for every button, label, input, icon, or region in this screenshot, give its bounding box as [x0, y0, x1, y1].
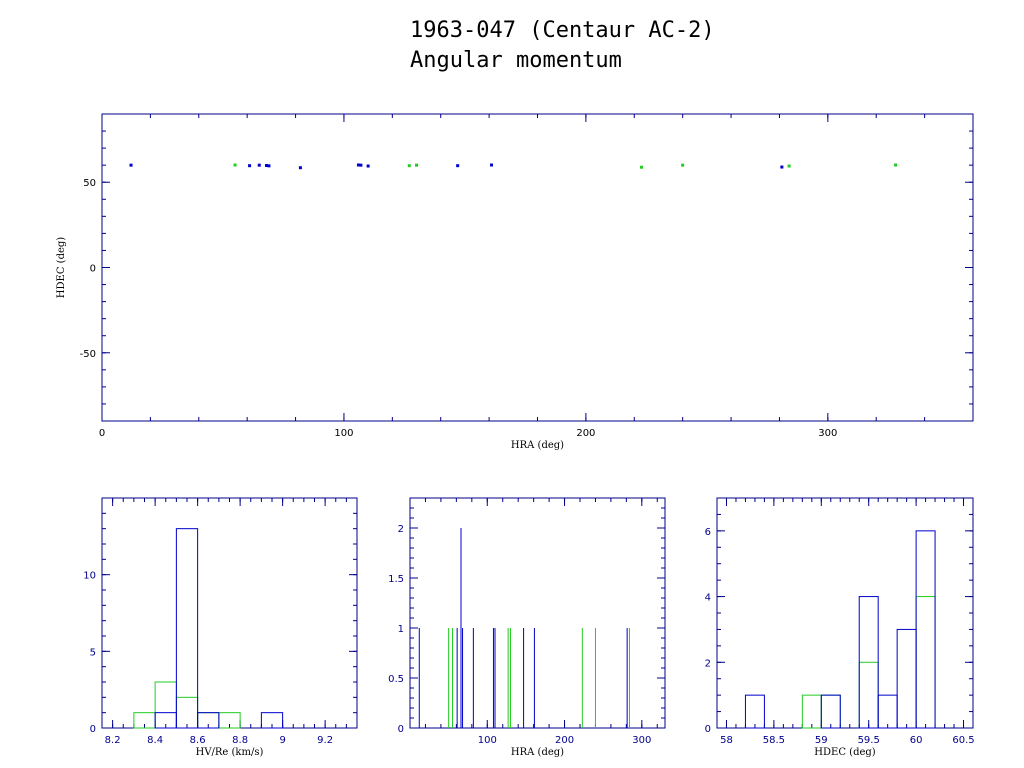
- chart-subtitle: Angular momentum: [410, 48, 622, 73]
- histogram-bar-green: [858, 661, 879, 729]
- histogram-bar-green: [915, 596, 936, 729]
- plot-frame: [101, 113, 974, 422]
- histogram-bar-green: [175, 696, 199, 729]
- histogram-bar-green: [820, 694, 841, 729]
- histogram-velocity: 8.2 8.4 8.6 8.8 9 9.2 0 5 10 HV/Re (km/s): [83, 497, 358, 758]
- scatter-point-blue: [356, 163, 360, 167]
- histogram-bar-blue: [820, 694, 841, 729]
- x-tick-label: 200: [555, 735, 574, 746]
- histogram-bar-blue: [744, 694, 765, 729]
- x-tick-label: 59: [815, 735, 828, 746]
- histogram-bar-blue: [197, 712, 220, 729]
- y-axis-label: HDEC (deg): [56, 237, 67, 298]
- scatter-point-blue: [248, 164, 252, 168]
- x-tick-label: 300: [818, 428, 837, 439]
- scatter-panel: 0 100 200 300 -50 0 50 HRA (deg) HDEC (deg): [56, 113, 974, 451]
- x-tick-label: 200: [576, 428, 595, 439]
- x-axis-label: HDEC (deg): [814, 747, 875, 758]
- histogram-bar-blue: [858, 596, 879, 729]
- scatter-point-blue: [366, 164, 370, 168]
- scatter-point-blue: [490, 163, 494, 167]
- y-tick-label: 0: [90, 264, 96, 275]
- x-tick-label: 100: [478, 735, 497, 746]
- y-tick-label: 0: [705, 724, 711, 735]
- x-tick-label: 8.4: [147, 735, 163, 746]
- histogram-bar-blue: [260, 712, 284, 729]
- scatter-point-blue: [265, 164, 269, 168]
- scatter-point-green: [407, 164, 411, 168]
- histogram-hdec: 58 58.5 59 59.5 60 60.5 0 2 4 6 HDEC (deg): [705, 497, 975, 758]
- x-axis-label: HV/Re (km/s): [196, 747, 264, 758]
- y-tick-label: -50: [80, 349, 96, 360]
- y-tick-label: 0: [90, 724, 96, 735]
- y-tick-label: 0: [398, 724, 404, 735]
- y-tick-label: 2: [705, 658, 711, 669]
- y-tick-label: 5: [90, 647, 96, 658]
- y-tick-label: 50: [83, 178, 96, 189]
- scatter-point-green: [681, 163, 685, 167]
- scatter-point-blue: [359, 163, 363, 167]
- scatter-point-green: [787, 164, 791, 168]
- plot-frame: [101, 497, 358, 729]
- y-tick-label: 4: [705, 593, 711, 604]
- chart-title: 1963-047 (Centaur AC-2): [410, 18, 715, 43]
- histogram-bar-blue: [877, 694, 898, 729]
- y-tick-label: 2: [398, 524, 404, 535]
- x-tick-label: 8.6: [190, 735, 206, 746]
- scatter-point-green: [415, 163, 419, 167]
- histogram-bar-green: [801, 694, 822, 729]
- x-tick-label: 58: [720, 735, 733, 746]
- histogram-bar-blue: [896, 628, 917, 729]
- x-axis-label: HRA (deg): [511, 440, 564, 451]
- y-tick-label: 1: [398, 624, 404, 635]
- y-tick-label: 10: [83, 571, 96, 582]
- scatter-point-blue: [780, 165, 784, 169]
- x-tick-label: 8.8: [232, 735, 248, 746]
- x-tick-label: 100: [334, 428, 353, 439]
- scatter-point-green: [640, 165, 644, 169]
- y-tick-label: 1.5: [388, 574, 404, 585]
- x-tick-label: 60.5: [952, 735, 974, 746]
- y-tick-label: 0.5: [388, 674, 404, 685]
- plot-frame: [409, 497, 666, 729]
- x-tick-label: 58.5: [763, 735, 785, 746]
- y-tick-label: 6: [705, 527, 711, 538]
- x-tick-label: 8.2: [105, 735, 121, 746]
- x-tick-label: 300: [632, 735, 651, 746]
- x-tick-label: 60: [910, 735, 923, 746]
- x-tick-label: 9: [279, 735, 285, 746]
- x-axis-label: HRA (deg): [511, 747, 564, 758]
- x-tick-label: 9.2: [317, 735, 333, 746]
- x-tick-label: 0: [99, 428, 105, 439]
- scatter-point-blue: [257, 163, 261, 167]
- scatter-point-blue: [129, 163, 133, 167]
- scatter-point-green: [233, 163, 237, 167]
- scatter-point-blue: [456, 164, 460, 168]
- histogram-bar-blue: [175, 528, 199, 729]
- scatter-point-blue: [298, 166, 302, 170]
- scatter-point-blue: [267, 164, 271, 168]
- scatter-point-green: [894, 163, 898, 167]
- histogram-hra: 100 200 300 0 0.5 1 1.5 2 HRA (deg): [388, 497, 666, 758]
- histogram-bar-green: [154, 681, 177, 729]
- histogram-bar-blue: [915, 530, 936, 729]
- x-tick-label: 59.5: [858, 735, 880, 746]
